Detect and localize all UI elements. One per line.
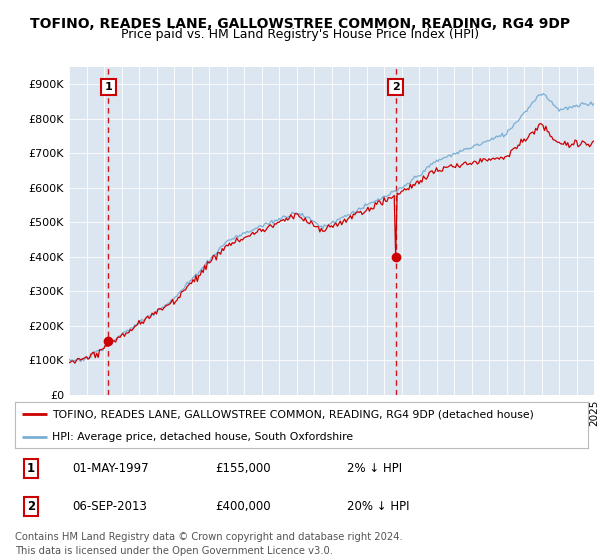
Text: TOFINO, READES LANE, GALLOWSTREE COMMON, READING, RG4 9DP: TOFINO, READES LANE, GALLOWSTREE COMMON,… [30,17,570,31]
Text: 2% ↓ HPI: 2% ↓ HPI [347,462,403,475]
Text: 1: 1 [27,462,35,475]
Text: Contains HM Land Registry data © Crown copyright and database right 2024.
This d: Contains HM Land Registry data © Crown c… [15,532,403,556]
Text: TOFINO, READES LANE, GALLOWSTREE COMMON, READING, RG4 9DP (detached house): TOFINO, READES LANE, GALLOWSTREE COMMON,… [52,409,534,419]
Text: Price paid vs. HM Land Registry's House Price Index (HPI): Price paid vs. HM Land Registry's House … [121,28,479,41]
Text: 1: 1 [104,82,112,92]
Text: 20% ↓ HPI: 20% ↓ HPI [347,500,410,513]
Text: 01-MAY-1997: 01-MAY-1997 [73,462,149,475]
Text: HPI: Average price, detached house, South Oxfordshire: HPI: Average price, detached house, Sout… [52,432,353,441]
Text: 2: 2 [27,500,35,513]
Text: £155,000: £155,000 [215,462,271,475]
Text: 06-SEP-2013: 06-SEP-2013 [73,500,147,513]
Text: £400,000: £400,000 [215,500,271,513]
Text: 2: 2 [392,82,400,92]
